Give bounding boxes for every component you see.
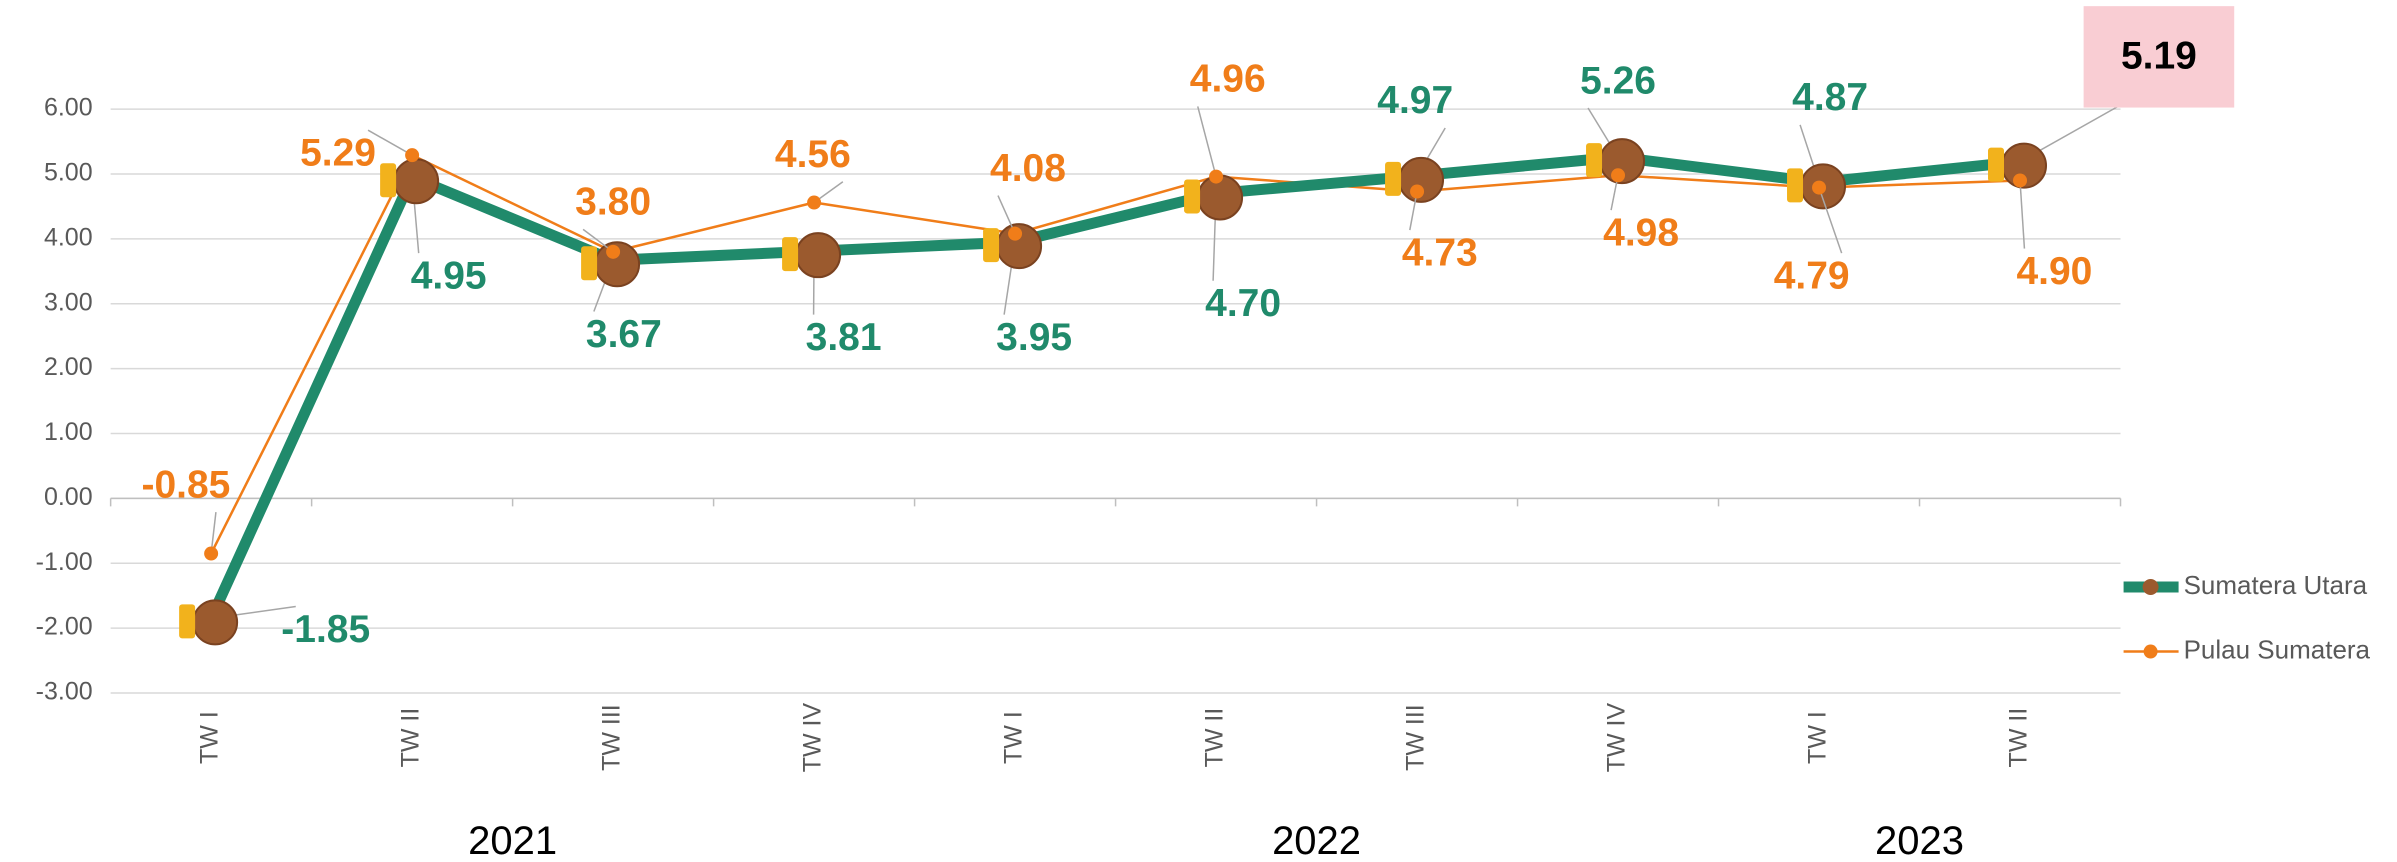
y-tick-label: 0.00 <box>44 483 93 511</box>
coin-stack <box>782 237 799 272</box>
year-label: 2021 <box>468 819 557 862</box>
data-label: 5.29 <box>300 131 376 174</box>
y-tick-label: 1.00 <box>44 418 93 446</box>
coin-stack <box>179 604 196 639</box>
point-marker <box>1812 180 1827 195</box>
x-tick-label: TW II <box>1201 708 1229 768</box>
x-tick-label: TW III <box>598 704 626 771</box>
coin-stack <box>1787 168 1804 203</box>
data-label: -0.85 <box>141 463 230 506</box>
y-tick-label: -2.00 <box>36 613 93 641</box>
y-tick-label: -1.00 <box>36 548 93 576</box>
point-marker <box>606 244 621 259</box>
series-line <box>206 151 2021 621</box>
coin-stack <box>1385 161 1402 196</box>
x-tick-label: TW II <box>2005 708 2033 768</box>
data-label: 4.08 <box>990 147 1066 190</box>
data-label: 4.96 <box>1190 58 1266 101</box>
legend-label: Pulau Sumatera <box>2184 634 2371 664</box>
data-label: 4.98 <box>1603 211 1679 254</box>
x-tick-label: TW I <box>196 711 224 764</box>
coin-stack <box>581 246 598 281</box>
data-label: 3.81 <box>806 316 882 359</box>
data-label: 4.73 <box>1402 231 1478 274</box>
data-label: 5.19 <box>2121 35 2197 78</box>
point-marker <box>204 546 219 561</box>
bag-marker <box>795 232 842 279</box>
x-tick-label: TW II <box>397 708 425 768</box>
x-tick-label: TW I <box>1000 711 1028 764</box>
x-tick-label: TW IV <box>1603 703 1631 773</box>
x-tick-label: TW IV <box>799 703 827 773</box>
coin-stack <box>1586 143 1603 178</box>
point-marker <box>1611 168 1626 183</box>
data-label: 4.70 <box>1205 282 1281 325</box>
data-label: -1.85 <box>281 608 370 651</box>
y-tick-label: 5.00 <box>44 159 93 187</box>
series-line <box>210 153 2021 555</box>
leader-line <box>367 129 413 156</box>
x-tick-label: TW I <box>1804 711 1832 764</box>
leader-line <box>1818 187 1843 254</box>
y-tick-label: 6.00 <box>44 94 93 122</box>
point-marker <box>1209 169 1224 184</box>
leader-line <box>1197 106 1217 177</box>
legend-label: Sumatera Utara <box>2184 570 2368 600</box>
data-label: 3.80 <box>575 181 651 224</box>
y-tick-label: -3.00 <box>36 678 93 706</box>
y-tick-label: 2.00 <box>44 353 93 381</box>
data-label: 3.67 <box>586 313 662 356</box>
data-label: 4.87 <box>1792 76 1868 119</box>
data-label: 4.79 <box>1774 254 1850 297</box>
x-tick-label: TW III <box>1402 704 1430 771</box>
point-marker <box>1410 184 1425 199</box>
point-marker <box>2013 173 2028 188</box>
legend-marker <box>2142 578 2159 595</box>
y-tick-label: 3.00 <box>44 288 93 316</box>
data-label: 4.95 <box>411 254 487 297</box>
leader-line <box>2019 180 2026 249</box>
data-label: 4.56 <box>775 133 851 176</box>
bag-marker <box>393 158 440 205</box>
year-label: 2023 <box>1875 819 1964 862</box>
data-label: 4.97 <box>1377 79 1453 122</box>
coin-stack <box>380 163 397 198</box>
bag-marker <box>192 599 239 646</box>
highlight-box <box>2083 6 2235 108</box>
point-marker <box>1008 226 1023 241</box>
point-marker <box>405 148 420 163</box>
data-label: 3.95 <box>996 316 1072 359</box>
year-label: 2022 <box>1272 819 1361 862</box>
coin-stack <box>1184 179 1201 214</box>
data-label: 5.26 <box>1580 59 1656 102</box>
coin-stack <box>1988 147 2005 182</box>
coin-stack <box>983 228 1000 263</box>
legend-marker <box>2143 644 2158 659</box>
data-label: 4.90 <box>2016 250 2092 293</box>
y-tick-label: 4.00 <box>44 223 93 251</box>
point-marker <box>807 195 822 210</box>
